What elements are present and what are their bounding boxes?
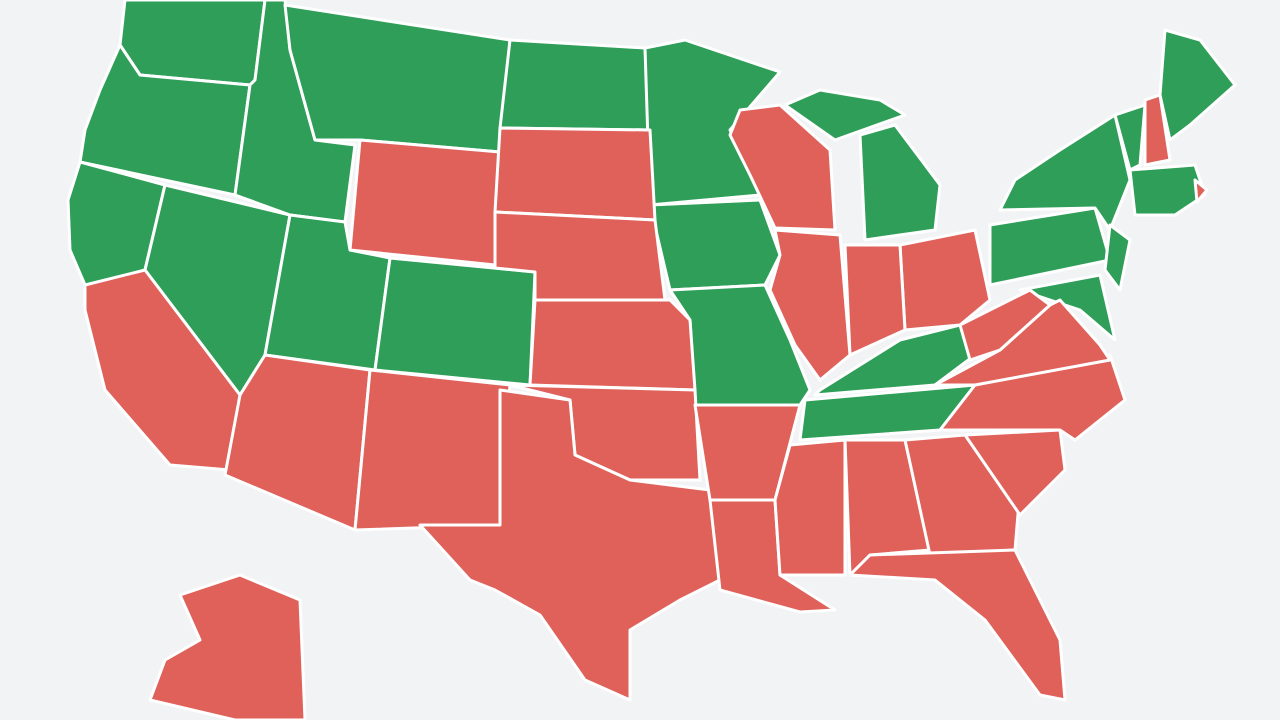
region [118, 0, 267, 87]
region [83, 268, 242, 472]
region [1128, 163, 1207, 217]
region [418, 388, 722, 702]
region [958, 288, 1052, 362]
region [493, 126, 657, 222]
region [783, 88, 907, 142]
region [1103, 223, 1132, 292]
region [1193, 178, 1209, 204]
region [963, 428, 1067, 517]
region [1113, 103, 1147, 172]
region [373, 256, 537, 387]
region [768, 228, 852, 382]
region [353, 368, 512, 532]
region [773, 438, 847, 577]
region [728, 103, 837, 232]
region [223, 353, 372, 532]
region [348, 138, 502, 267]
region [498, 38, 652, 132]
region [648, 198, 782, 292]
region [1143, 93, 1172, 167]
region [848, 548, 1067, 702]
region [78, 43, 252, 197]
region [148, 573, 307, 720]
region [528, 298, 697, 392]
region [858, 123, 942, 242]
